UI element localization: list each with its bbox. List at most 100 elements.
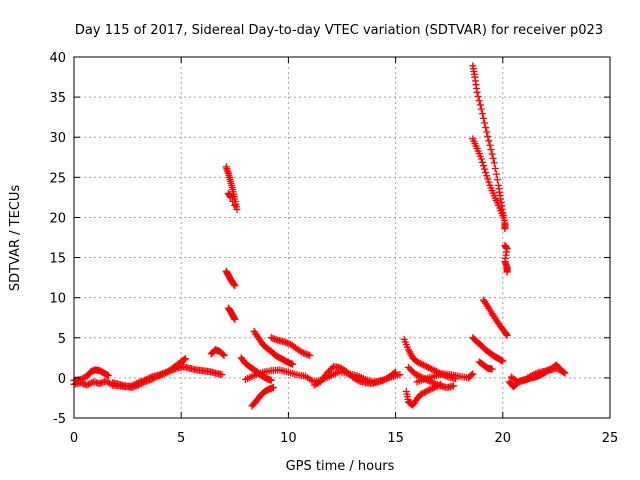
x-axis-ticks: 0 5 10 15 20 25: [70, 57, 618, 446]
series-arc-11.5h: [310, 363, 400, 389]
data-point: [554, 365, 562, 373]
data-point: [477, 105, 485, 113]
x-tick-label: 25: [602, 431, 619, 446]
series-arc-9.2h: [267, 334, 314, 359]
data-point: [485, 137, 493, 145]
data-point: [530, 371, 538, 379]
data-point: [408, 367, 416, 375]
data-point: [326, 366, 334, 374]
data-point: [531, 370, 539, 378]
data-point: [499, 212, 507, 220]
data-point: [552, 364, 560, 372]
y-tick-label: 15: [49, 252, 66, 267]
series-arc-8.3h-lower: [248, 384, 277, 410]
series-spike-7h-high: [222, 163, 241, 213]
data-point: [80, 374, 88, 382]
data-point: [482, 124, 490, 132]
data-point: [477, 155, 485, 163]
data-point: [489, 154, 497, 162]
data-point: [404, 363, 412, 371]
data-point: [231, 282, 239, 290]
data-point: [485, 178, 493, 186]
data-point: [487, 146, 495, 154]
chart-title: Day 115 of 2017, Sidereal Day-to-day VTE…: [75, 23, 603, 38]
y-tick-label: 40: [49, 51, 66, 66]
data-point: [424, 363, 432, 371]
series-arc-19.1h: [480, 296, 511, 339]
data-point: [136, 380, 144, 388]
data-point: [415, 359, 423, 367]
data-point: [473, 88, 481, 96]
data-point: [219, 350, 227, 358]
data-point: [417, 390, 425, 398]
series-arc-early-a: [70, 366, 112, 384]
data-point: [298, 348, 306, 356]
grid: [74, 57, 610, 418]
data-point: [180, 355, 188, 363]
plot-frame: [73, 56, 611, 419]
data-point: [501, 225, 509, 233]
data-point: [218, 371, 226, 379]
data-point: [469, 370, 477, 378]
data-point: [152, 373, 160, 381]
data-point: [492, 170, 500, 178]
data-point: [428, 365, 436, 373]
data-point: [392, 368, 400, 376]
data-point: [150, 374, 158, 382]
data-point: [418, 360, 426, 368]
data-point: [323, 369, 331, 377]
series-arc-18.7h-lower: [469, 334, 507, 365]
data-point: [488, 150, 496, 158]
data-point: [432, 383, 440, 391]
data-point: [229, 197, 237, 205]
y-tick-label: -5: [53, 412, 66, 427]
x-tick-label: 5: [177, 431, 185, 446]
series-spike-20h-tail: [501, 242, 511, 276]
data-point: [231, 315, 239, 323]
data-point: [312, 380, 320, 388]
data-point: [325, 367, 333, 375]
data-point: [557, 367, 565, 375]
series-arc-15.5h-lower: [402, 380, 445, 409]
series-arc-8.3h-upper: [250, 327, 297, 368]
data-point: [306, 351, 314, 359]
data-point: [181, 355, 189, 363]
data-point: [478, 110, 486, 118]
data-point: [503, 331, 511, 339]
data-point: [483, 172, 491, 180]
y-axis-ticks: -5 0 5 10 15 20 25 30 35 40: [49, 51, 610, 427]
data-point: [528, 371, 536, 379]
data-point: [423, 363, 431, 371]
data-point: [391, 369, 399, 377]
data-point: [315, 379, 323, 387]
x-tick-label: 15: [387, 431, 404, 446]
data-point: [527, 372, 535, 380]
data-point: [429, 384, 437, 392]
data-point: [269, 384, 277, 392]
y-tick-label: 25: [49, 171, 66, 186]
data-point: [503, 268, 511, 276]
data-point: [482, 169, 490, 177]
data-point: [425, 386, 433, 394]
data-point: [313, 380, 321, 388]
data-point: [493, 176, 501, 184]
y-tick-label: 0: [58, 372, 66, 387]
data-point: [83, 381, 91, 389]
data-point: [484, 175, 492, 183]
data-point: [427, 378, 435, 386]
data-point: [491, 165, 499, 173]
data-point: [419, 361, 427, 369]
series-arc-6.5h: [207, 346, 228, 359]
data-point: [421, 362, 429, 370]
data-point: [430, 384, 438, 392]
data-point: [416, 359, 424, 367]
series-arc-end: [507, 364, 567, 386]
data-point: [86, 380, 94, 388]
series-spike-7h-low: [224, 304, 239, 323]
data-point: [227, 193, 235, 201]
data-point: [433, 382, 441, 390]
data-point: [427, 385, 435, 393]
x-axis-label: GPS time / hours: [286, 459, 395, 474]
data-point: [267, 376, 275, 384]
